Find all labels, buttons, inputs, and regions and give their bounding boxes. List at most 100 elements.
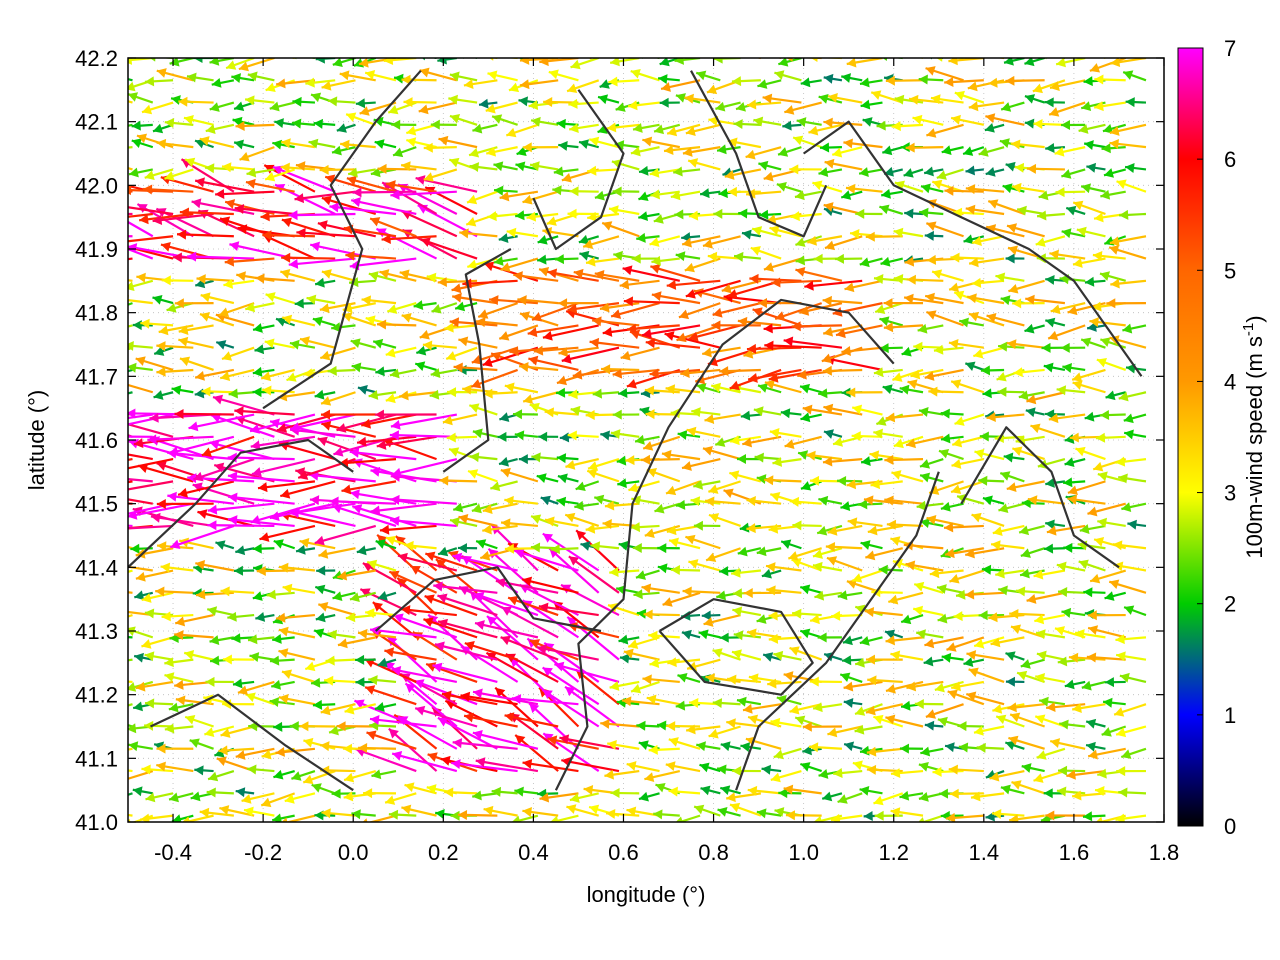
wind-vector (695, 70, 721, 82)
wind-vector (419, 67, 458, 82)
wind-vector (449, 317, 498, 328)
wind-vector (232, 678, 255, 689)
wind-vector (668, 786, 701, 797)
wind-vector (135, 356, 174, 372)
wind-vector (997, 341, 1025, 352)
wind-vector (486, 615, 539, 661)
wind-vector (270, 679, 295, 690)
wind-vector (1089, 569, 1127, 584)
wind-vector (944, 547, 985, 559)
wind-vector (840, 501, 863, 511)
wind-vector (319, 164, 356, 175)
wind-vector (401, 74, 437, 85)
wind-vector (992, 524, 1025, 537)
wind-vector (188, 413, 255, 432)
wind-vector (452, 552, 518, 572)
wind-vector (1118, 473, 1147, 484)
wind-vector (264, 338, 295, 349)
wind-vector (1119, 672, 1147, 684)
wind-vector (325, 655, 356, 666)
wind-vector (837, 792, 863, 804)
wind-vector (899, 384, 924, 395)
wind-vector (682, 146, 721, 157)
wind-vector (764, 340, 822, 351)
wind-vector (1043, 362, 1066, 373)
wind-vector (200, 292, 235, 305)
wind-vector (201, 435, 255, 457)
wind-vector (362, 814, 397, 822)
wind-vector (193, 458, 255, 482)
terrain-contour-line (554, 298, 895, 791)
wind-vector (319, 346, 356, 361)
wind-vector (636, 232, 660, 243)
wind-vector (384, 647, 437, 661)
wind-vector (924, 368, 964, 381)
wind-vector (918, 407, 944, 417)
wind-vector (499, 190, 539, 202)
wind-vector (233, 565, 255, 576)
wind-vector (642, 674, 680, 685)
wind-vector (1045, 409, 1065, 420)
wind-vector (948, 339, 984, 349)
wind-vector (847, 517, 883, 528)
wind-vector (265, 292, 295, 305)
wind-vector (676, 324, 721, 343)
wind-vector (1061, 168, 1086, 179)
wind-vector (792, 135, 823, 149)
wind-vector (607, 603, 640, 617)
wind-vector (500, 635, 559, 661)
wind-vector (859, 77, 883, 88)
wind-vector (567, 430, 599, 441)
wind-vector (904, 208, 924, 219)
wind-vector (316, 565, 336, 576)
wind-vector (944, 77, 984, 87)
wind-vector (644, 769, 681, 783)
wind-vector (1080, 337, 1106, 349)
wind-vector (733, 251, 761, 262)
x-tick-label: 0.6 (608, 840, 639, 865)
wind-vector (1115, 634, 1147, 645)
wind-vector (269, 697, 295, 708)
wind-vector (128, 626, 154, 639)
wind-vector (1076, 226, 1106, 238)
wind-vector (638, 791, 660, 802)
wind-vector (152, 294, 174, 305)
wind-vector (642, 136, 680, 149)
wind-vector (215, 189, 275, 200)
wind-vector (1108, 245, 1147, 260)
wind-vector (674, 58, 701, 65)
wind-vector (966, 691, 1005, 706)
wind-vector (291, 770, 316, 781)
wind-vector (250, 435, 316, 451)
wind-vector (858, 499, 883, 510)
wind-vector (678, 302, 721, 320)
wind-vector (1061, 607, 1086, 618)
wind-vector (556, 453, 579, 464)
wind-vector (1087, 625, 1126, 639)
wind-vector (653, 809, 680, 820)
wind-vector (1049, 738, 1086, 750)
wind-vector (995, 714, 1025, 728)
wind-vector (736, 696, 762, 707)
wind-vector (195, 559, 235, 572)
wind-vector (940, 501, 964, 512)
wind-vector (891, 121, 924, 132)
wind-vector (1035, 673, 1066, 684)
wind-vector (800, 762, 823, 773)
wind-vector (339, 70, 376, 82)
wind-vector (978, 146, 1005, 157)
wind-vector (225, 58, 255, 70)
wind-vector (493, 256, 518, 266)
wind-vector (357, 628, 397, 639)
wind-vector (771, 277, 822, 288)
wind-vector (128, 92, 154, 104)
wind-vector (703, 614, 741, 627)
wind-vector (128, 220, 154, 238)
wind-vector (575, 480, 600, 492)
wind-vector (1104, 677, 1126, 688)
wind-vector (588, 136, 620, 149)
wind-vector (444, 787, 478, 798)
wind-vector (315, 612, 336, 623)
wind-vector (377, 163, 417, 174)
wind-vector (843, 741, 863, 752)
